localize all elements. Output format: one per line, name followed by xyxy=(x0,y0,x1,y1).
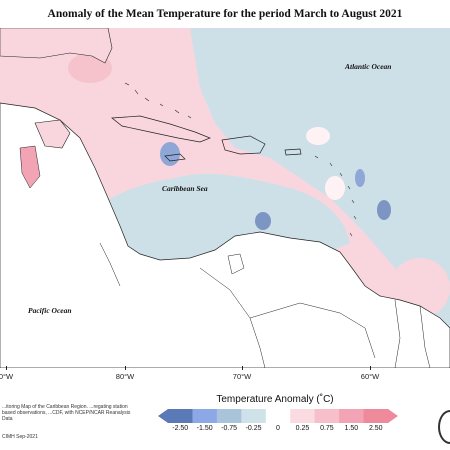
pacific-ocean-label: Pacific Ocean xyxy=(28,306,72,315)
bahamas-islands xyxy=(124,82,192,119)
negative-spot xyxy=(255,212,271,230)
lon-label-60w: 60°W xyxy=(360,372,380,381)
source-note: ...itoring Map of the Caribbean Region. … xyxy=(2,404,131,422)
country-border xyxy=(394,299,401,368)
hispaniola-outline xyxy=(221,135,266,155)
legend-tick-label: 0.75 xyxy=(320,425,334,432)
legend-tick-label: -1.50 xyxy=(196,425,213,432)
lon-tick xyxy=(370,366,371,370)
map-title: Anomaly of the Mean Temperature for the … xyxy=(47,8,403,20)
mainland-landmass xyxy=(0,102,450,368)
caribbean-sea-label: Caribbean Sea xyxy=(162,184,208,193)
legend-tick-label: 0.25 xyxy=(295,425,310,432)
legend-arrow-right xyxy=(388,409,398,423)
map-canvas xyxy=(0,28,450,368)
legend-tick-label: -2.50 xyxy=(172,425,189,432)
negative-spot xyxy=(355,169,365,187)
legend-arrow-left xyxy=(158,409,168,423)
legend-swatch xyxy=(363,409,389,423)
legend-swatch xyxy=(168,409,193,423)
credit-line: CIMH Sep-2021 xyxy=(2,434,38,440)
legend-tick-label: 0 xyxy=(276,425,280,432)
country-border xyxy=(99,242,121,287)
lon-label-70w: 70°W xyxy=(232,372,252,381)
legend-swatch xyxy=(314,409,340,423)
negative-spot xyxy=(377,200,391,220)
atlantic-negative-anomaly xyxy=(190,28,450,328)
legend-tick-label: -0.75 xyxy=(221,425,238,432)
puerto-rico-outline xyxy=(284,148,302,156)
legend-swatch xyxy=(241,409,267,423)
legend-swatch xyxy=(290,409,316,423)
atlantic-ocean-label: Atlantic Ocean xyxy=(345,62,392,71)
positive-pocket xyxy=(306,127,330,145)
lon-label-80w: 80°W xyxy=(115,372,135,381)
negative-spot xyxy=(160,142,180,166)
yucatan xyxy=(34,119,71,149)
positive-pocket xyxy=(325,176,345,200)
lon-label-0: 0°W xyxy=(0,372,14,381)
legend-title: Temperature Anomaly (˚C) xyxy=(216,394,334,405)
lon-tick xyxy=(6,366,7,370)
anomaly-map xyxy=(0,28,450,368)
central-america-warm-spot xyxy=(19,145,41,189)
legend-swatch xyxy=(216,409,242,423)
legend-swatch xyxy=(339,409,365,423)
country-border xyxy=(419,305,431,368)
legend-colorbar xyxy=(158,409,398,423)
lon-tick xyxy=(242,366,243,370)
legend-tick-label: -0.25 xyxy=(245,425,262,432)
legend-swatch xyxy=(192,409,218,423)
country-border xyxy=(249,302,376,359)
legend-tick-label: 2.50 xyxy=(368,425,383,432)
cuba-outline xyxy=(111,115,211,143)
lesser-antilles xyxy=(314,155,357,237)
organization-logo xyxy=(438,410,450,444)
lake-maracaibo xyxy=(227,253,245,275)
jamaica-outline xyxy=(164,153,186,162)
lon-tick xyxy=(125,366,126,370)
legend-tick-label: 1.50 xyxy=(344,425,359,432)
legend-swatch xyxy=(265,409,291,423)
us-coastline xyxy=(0,28,113,64)
